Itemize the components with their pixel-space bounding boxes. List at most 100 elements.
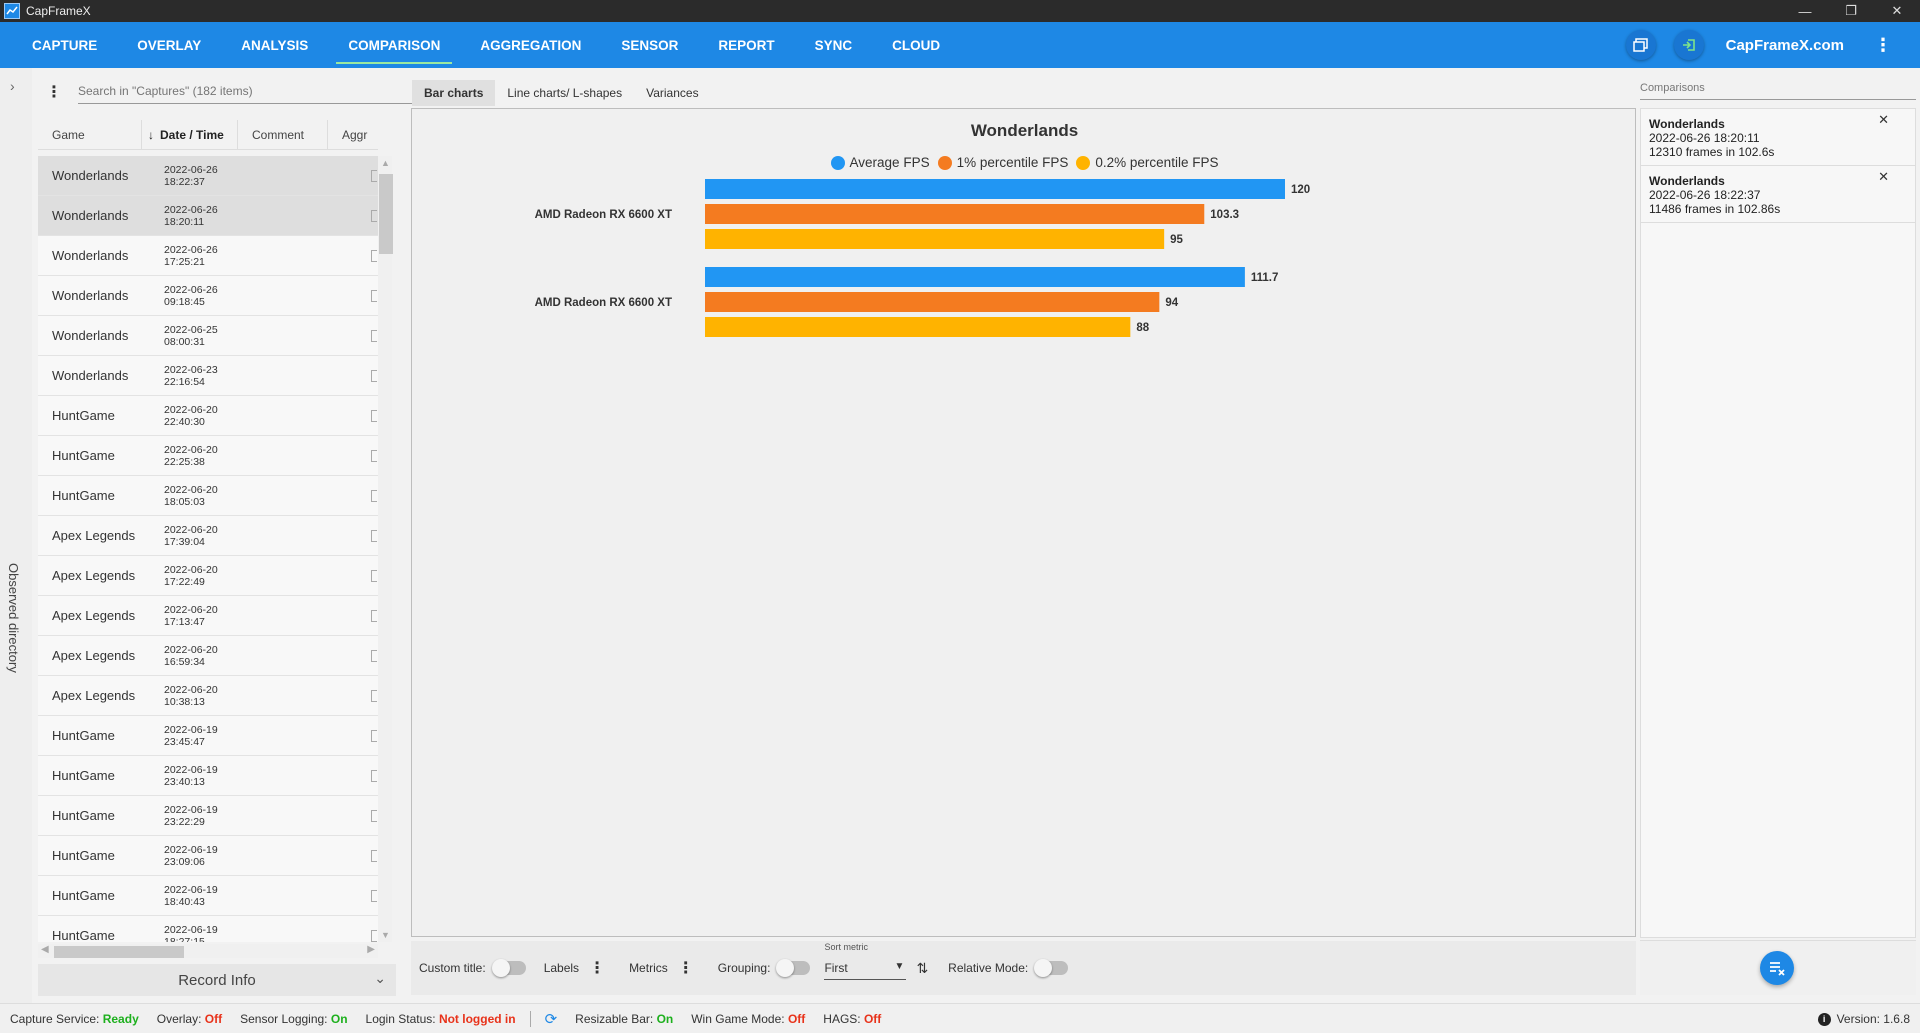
sort-order-icon[interactable]: ⇅ (916, 959, 929, 976)
legend-item[interactable]: 1% percentile FPS (937, 155, 1068, 170)
row-aggregate-checkbox[interactable] (371, 170, 377, 182)
refresh-icon[interactable]: ⟳ (544, 1010, 558, 1028)
row-aggregate-checkbox[interactable] (371, 450, 377, 462)
tab-aggregation[interactable]: AGGREGATION (480, 37, 582, 53)
row-aggregate-checkbox[interactable] (371, 290, 377, 302)
chevron-right-icon[interactable]: › (10, 78, 15, 94)
screenshot-button[interactable] (1625, 30, 1656, 60)
tab-bar-charts[interactable]: Bar charts (412, 80, 496, 106)
tab-sync[interactable]: SYNC (814, 37, 853, 53)
row-aggregate-checkbox[interactable] (371, 490, 377, 502)
table-row[interactable]: Wonderlands 2022-06-26 09:18:45 (38, 276, 378, 316)
legend-item[interactable]: 0.2% percentile FPS (1076, 155, 1218, 170)
metrics-menu-icon[interactable]: ⋮ (677, 960, 694, 977)
captures-vertical-scrollbar[interactable]: ▲ ▼ (378, 156, 393, 942)
table-row[interactable]: HuntGame 2022-06-19 23:09:06 (38, 836, 378, 876)
scroll-thumb[interactable] (379, 174, 393, 254)
row-aggregate-checkbox[interactable] (371, 210, 377, 222)
tab-analysis[interactable]: ANALYSIS (241, 37, 309, 53)
row-aggregate-checkbox[interactable] (371, 330, 377, 342)
row-aggregate-checkbox[interactable] (371, 770, 377, 782)
hscroll-thumb[interactable] (54, 946, 184, 958)
login-button[interactable] (1673, 30, 1704, 60)
observed-directory-strip[interactable]: › Observed directory (0, 68, 32, 1003)
table-row[interactable]: HuntGame 2022-06-19 18:40:43 (38, 876, 378, 916)
row-date: 2022-06-26 (164, 243, 218, 256)
minimize-button[interactable]: — (1798, 3, 1812, 19)
table-row[interactable]: HuntGame 2022-06-19 23:22:29 (38, 796, 378, 836)
scroll-right-icon[interactable]: ▶ (367, 944, 375, 955)
scroll-left-icon[interactable]: ◀ (41, 944, 49, 955)
captures-menu-icon[interactable]: ⋮ (46, 84, 62, 101)
legend-item[interactable]: Average FPS (830, 155, 930, 170)
table-row[interactable]: Wonderlands 2022-06-26 18:20:11 (38, 196, 378, 236)
sort-metric-select[interactable]: Sort metric First ▼ (824, 942, 907, 980)
table-row[interactable]: HuntGame 2022-06-20 18:05:03 (38, 476, 378, 516)
scroll-up-icon[interactable]: ▲ (381, 158, 390, 168)
table-row[interactable]: HuntGame 2022-06-19 18:27:15 (38, 916, 378, 942)
row-aggregate-checkbox[interactable] (371, 250, 377, 262)
row-aggregate-checkbox[interactable] (371, 410, 377, 422)
bar[interactable] (705, 179, 1285, 199)
restore-button[interactable]: ❐ (1845, 3, 1857, 18)
table-row[interactable]: Wonderlands 2022-06-26 18:22:37 (38, 156, 378, 196)
table-row[interactable]: HuntGame 2022-06-20 22:40:30 (38, 396, 378, 436)
labels-menu-icon[interactable]: ⋮ (589, 960, 606, 977)
remove-comparison-icon[interactable]: ✕ (1878, 112, 1889, 127)
custom-title-toggle[interactable] (491, 959, 526, 977)
bar[interactable] (705, 267, 1245, 287)
column-date[interactable]: ↓ Date / Time (142, 120, 238, 149)
table-row[interactable]: Apex Legends 2022-06-20 17:13:47 (38, 596, 378, 636)
table-row[interactable]: Apex Legends 2022-06-20 17:22:49 (38, 556, 378, 596)
row-aggregate-checkbox[interactable] (371, 730, 377, 742)
relative-mode-toggle[interactable] (1034, 959, 1069, 977)
row-aggregate-checkbox[interactable] (371, 530, 377, 542)
bar[interactable] (705, 204, 1205, 224)
captures-horizontal-scrollbar[interactable]: ◀ ▶ (38, 944, 378, 958)
row-aggregate-checkbox[interactable] (371, 930, 377, 942)
grouping-toggle[interactable] (776, 959, 811, 977)
column-comment[interactable]: Comment (238, 120, 328, 149)
row-aggregate-checkbox[interactable] (371, 850, 377, 862)
tab-comparison[interactable]: COMPARISON (328, 22, 460, 68)
tab-report[interactable]: REPORT (718, 37, 775, 53)
close-button[interactable]: ✕ (1891, 3, 1903, 18)
table-row[interactable]: Wonderlands 2022-06-23 22:16:54 (38, 356, 378, 396)
column-game[interactable]: Game (38, 120, 142, 149)
tab-variances[interactable]: Variances (646, 86, 699, 100)
tab-capture[interactable]: CAPTURE (32, 37, 98, 53)
row-aggregate-checkbox[interactable] (371, 370, 377, 382)
table-row[interactable]: HuntGame 2022-06-20 22:25:38 (38, 436, 378, 476)
record-info-expander[interactable]: Record Info ⌄ (38, 964, 396, 996)
more-options-icon[interactable]: ⋮ (1874, 34, 1892, 55)
row-aggregate-checkbox[interactable] (371, 650, 377, 662)
bar[interactable] (705, 292, 1160, 312)
bar[interactable] (705, 229, 1165, 249)
table-row[interactable]: Apex Legends 2022-06-20 10:38:13 (38, 676, 378, 716)
info-icon[interactable]: i (1817, 1012, 1831, 1026)
row-aggregate-checkbox[interactable] (371, 810, 377, 822)
tab-overlay[interactable]: OVERLAY (137, 37, 202, 53)
table-row[interactable]: HuntGame 2022-06-19 23:45:47 (38, 716, 378, 756)
row-aggregate-checkbox[interactable] (371, 570, 377, 582)
tab-sensor[interactable]: SENSOR (621, 37, 679, 53)
table-row[interactable]: Wonderlands 2022-06-25 08:00:31 (38, 316, 378, 356)
bar[interactable] (705, 317, 1131, 337)
remove-comparison-icon[interactable]: ✕ (1878, 169, 1889, 184)
table-row[interactable]: HuntGame 2022-06-19 23:40:13 (38, 756, 378, 796)
column-aggr[interactable]: Aggr (342, 127, 368, 142)
row-aggregate-checkbox[interactable] (371, 690, 377, 702)
scroll-down-icon[interactable]: ▼ (381, 930, 390, 940)
search-input[interactable] (78, 78, 434, 104)
comparison-item[interactable]: Wonderlands 2022-06-26 18:22:37 11486 fram… (1641, 166, 1915, 223)
row-aggregate-checkbox[interactable] (371, 610, 377, 622)
row-aggregate-checkbox[interactable] (371, 890, 377, 902)
tab-line-charts-l-shapes[interactable]: Line charts/ L-shapes (507, 86, 623, 100)
table-row[interactable]: Wonderlands 2022-06-26 17:25:21 (38, 236, 378, 276)
clear-comparisons-button[interactable] (1760, 951, 1794, 985)
tab-cloud[interactable]: CLOUD (892, 37, 941, 53)
brand-link[interactable]: CapFrameX.com (1725, 36, 1844, 54)
table-row[interactable]: Apex Legends 2022-06-20 17:39:04 (38, 516, 378, 556)
comparison-item[interactable]: Wonderlands 2022-06-26 18:20:11 12310 fram… (1641, 109, 1915, 166)
table-row[interactable]: Apex Legends 2022-06-20 16:59:34 (38, 636, 378, 676)
